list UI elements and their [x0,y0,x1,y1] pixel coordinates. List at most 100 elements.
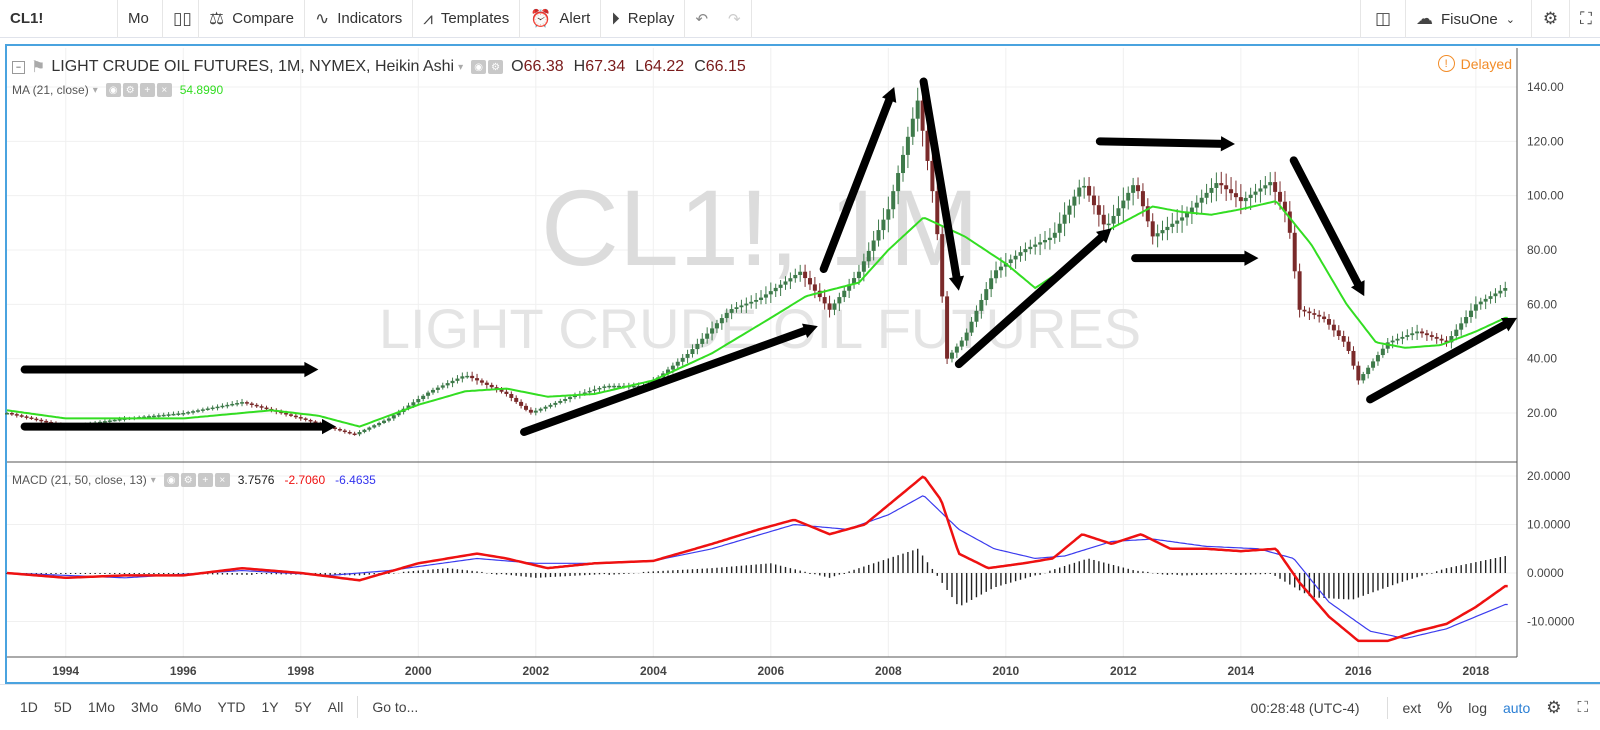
chevron-down-icon[interactable]: ▾ [92,84,98,96]
templates-button[interactable]: ⩘ Templates [413,0,521,38]
trend-arrow[interactable] [919,77,965,291]
flag-icon[interactable]: ⚑ [31,59,46,76]
macd-tick-label: 0.0000 [1527,566,1564,580]
candle-body [1229,189,1234,194]
settings-button[interactable]: ⚙ [1532,0,1570,38]
candle-body [773,287,778,292]
range-5y[interactable]: 5Y [294,699,312,715]
candle-body [489,384,494,388]
goto-button[interactable]: Go to... [372,699,419,715]
auto-toggle[interactable]: auto [1502,699,1531,716]
candle-body [734,307,739,310]
close-icon[interactable]: × [156,83,172,97]
trend-arrow[interactable] [20,361,319,378]
trend-arrow[interactable] [20,418,337,435]
bottom-toolbar: 1D 5D 1Mo 3Mo 6Mo YTD 1Y 5Y All Go to...… [0,684,1600,729]
candle-body [563,399,568,401]
percent-toggle[interactable]: % [1437,697,1453,717]
fullscreen-icon[interactable]: ⛶ [1577,699,1588,716]
eye-icon[interactable]: ◉ [105,83,121,97]
range-5d[interactable]: 5D [53,699,72,715]
range-all[interactable]: All [327,699,344,715]
chart-style-button[interactable]: ▯▯ [163,0,199,38]
fullscreen-button[interactable]: ⛶ [1570,0,1600,38]
trend-arrow[interactable] [1131,250,1259,266]
candle-body [146,416,151,418]
plus-icon[interactable]: + [197,473,213,487]
gear-icon[interactable]: ⚙ [122,83,138,97]
candle-body [778,284,783,288]
arrow-head [802,323,818,339]
arrow-shaft [819,93,895,274]
eye-icon[interactable]: ◉ [163,473,179,487]
candle-body [1170,223,1175,227]
chevron-down-icon[interactable]: ▾ [458,61,464,73]
candle-body [1238,197,1243,202]
gear-icon[interactable]: ⚙ [1546,697,1562,717]
candle-body [1351,350,1356,366]
trend-arrow[interactable] [1289,156,1365,297]
interval-button[interactable]: Mo [118,0,163,38]
candle-body [754,299,759,302]
replay-button[interactable]: ⏵ Replay [601,0,686,38]
candle-body [793,274,798,279]
save-layout-button[interactable]: ☁ FisuOne ⌄ [1406,0,1532,38]
plus-icon[interactable]: + [139,83,155,97]
gear-icon[interactable]: ⚙ [180,473,196,487]
candle-body [607,385,612,388]
trend-arrow[interactable] [1095,136,1235,152]
gear-icon[interactable]: ⚙ [488,60,504,74]
candle-body [1008,259,1013,264]
range-ytd[interactable]: YTD [217,699,246,715]
candle-body [1087,185,1092,196]
templates-label: Templates [440,10,510,27]
candle-body [240,402,245,404]
candle-body [382,420,387,423]
candle-body [435,387,440,390]
range-1y[interactable]: 1Y [261,699,279,715]
range-1d[interactable]: 1D [20,699,38,715]
layout-button[interactable]: ◫ [1360,0,1406,38]
candle-body [1184,212,1189,218]
alert-button[interactable]: ⏰ Alert [520,0,602,38]
drawn-arrows[interactable] [20,77,1517,437]
compare-button[interactable]: ⚖ Compare [199,0,305,38]
macd-legend: MACD (21, 50, close, 13) ▾ ◉ ⚙ + × 3.7576 -… [12,473,376,487]
layout-icon: ◫ [1374,9,1392,28]
candle-body [1160,230,1165,234]
collapse-icon[interactable]: − [12,60,25,74]
replay-icon: ⏵ [611,8,620,28]
trend-arrow[interactable] [819,87,897,274]
candle-body [1390,340,1395,343]
trend-arrow[interactable] [954,228,1112,369]
trend-arrow[interactable] [520,323,818,437]
range-3mo[interactable]: 3Mo [131,699,159,715]
range-1mo[interactable]: 1Mo [87,699,116,715]
trend-arrow[interactable] [1366,317,1517,404]
ext-toggle[interactable]: ext [1402,699,1422,716]
eye-icon[interactable]: ◉ [471,60,487,74]
undo-button[interactable]: ↶ [685,0,718,38]
range-6mo[interactable]: 6Mo [174,699,202,715]
candle-body [984,289,989,300]
redo-button[interactable]: ↷ [718,0,752,38]
close-icon[interactable]: × [214,473,230,487]
delayed-badge[interactable]: ! Delayed [1437,55,1512,72]
candle-body [249,403,254,405]
candle-body [264,407,269,410]
clock[interactable]: 00:28:48 (UTC-4) [1250,699,1360,716]
indicators-button[interactable]: ∿ Indicators [305,0,414,38]
candle-body [700,338,705,344]
candle-body [411,402,416,406]
candle-body [1449,336,1454,343]
ma-buttons: ◉ ⚙ + × [105,83,172,97]
candle-body [303,418,308,420]
chevron-down-icon[interactable]: ▾ [150,474,156,486]
time-tick-label: 1998 [287,664,314,678]
log-toggle[interactable]: log [1468,699,1487,716]
candle-body [1175,220,1180,224]
symbol-search-button[interactable]: CL1! [0,0,118,38]
candle-body [166,414,171,416]
chart-frame[interactable] [5,44,1600,684]
